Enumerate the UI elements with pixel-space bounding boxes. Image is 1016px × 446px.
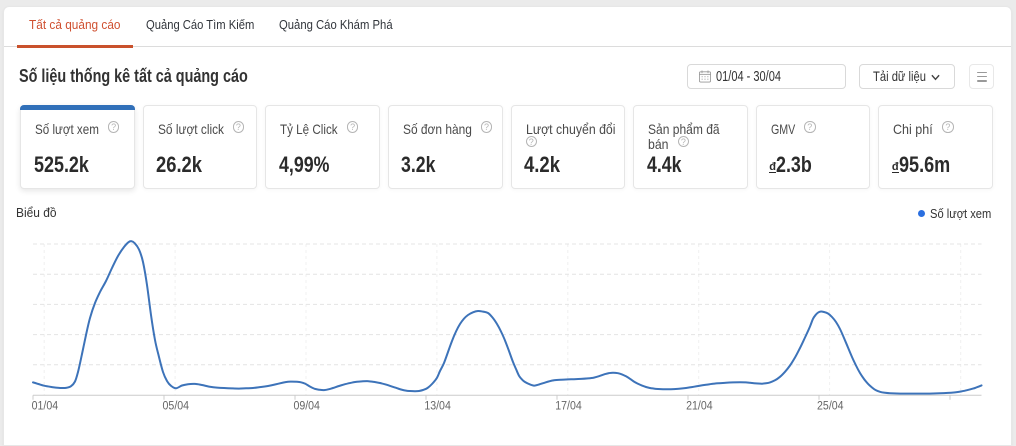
svg-text:21/04: 21/04 [686, 398, 713, 412]
svg-text:25/04: 25/04 [817, 398, 844, 412]
svg-text:05/04: 05/04 [163, 398, 190, 412]
svg-text:13/04: 13/04 [424, 398, 451, 412]
svg-text:09/04: 09/04 [293, 398, 320, 412]
svg-text:01/04: 01/04 [32, 398, 59, 412]
svg-text:17/04: 17/04 [555, 398, 582, 412]
